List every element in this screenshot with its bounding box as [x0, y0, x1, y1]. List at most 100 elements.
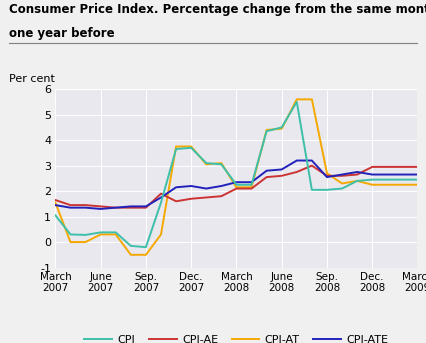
CPI [370, 178, 375, 182]
CPI [204, 161, 209, 165]
CPI-AE [264, 175, 269, 179]
CPI-ATE [415, 173, 420, 177]
CPI [219, 162, 224, 166]
CPI [294, 100, 299, 104]
CPI-AE [325, 174, 330, 178]
CPI-AE [83, 203, 88, 207]
CPI-ATE [204, 187, 209, 191]
CPI [234, 183, 239, 187]
CPI-ATE [370, 173, 375, 177]
CPI-AE [309, 164, 314, 168]
CPI-AT [143, 253, 149, 257]
CPI-ATE [98, 207, 103, 211]
CPI [249, 183, 254, 187]
CPI-ATE [173, 185, 178, 189]
CPI-ATE [189, 184, 194, 188]
CPI-AT [415, 183, 420, 187]
CPI-AE [415, 165, 420, 169]
CPI [98, 230, 103, 234]
CPI-AE [189, 197, 194, 201]
Legend: CPI, CPI-AE, CPI-AT, CPI-ATE: CPI, CPI-AE, CPI-AT, CPI-ATE [80, 330, 393, 343]
CPI-AT [219, 161, 224, 165]
CPI [385, 178, 390, 182]
CPI-AT [113, 232, 118, 236]
CPI-AT [173, 144, 178, 149]
CPI-AE [173, 199, 178, 203]
CPI [309, 188, 314, 192]
CPI-ATE [264, 169, 269, 173]
CPI-AE [340, 174, 345, 178]
CPI-AE [204, 196, 209, 200]
CPI [354, 179, 360, 183]
CPI [279, 125, 284, 129]
CPI [68, 232, 73, 236]
CPI [400, 178, 405, 182]
Line: CPI: CPI [55, 102, 417, 247]
CPI-ATE [113, 205, 118, 210]
CPI [53, 213, 58, 217]
CPI [264, 129, 269, 133]
CPI-AT [128, 253, 133, 257]
CPI-AT [325, 171, 330, 175]
CPI-AE [354, 173, 360, 177]
CPI-AE [279, 174, 284, 178]
CPI [158, 201, 164, 205]
CPI-ATE [294, 158, 299, 163]
CPI-AE [385, 165, 390, 169]
CPI-AT [370, 183, 375, 187]
Line: CPI-ATE: CPI-ATE [55, 161, 417, 209]
Text: Consumer Price Index. Percentage change from the same month: Consumer Price Index. Percentage change … [9, 3, 426, 16]
CPI-AE [234, 187, 239, 191]
CPI [143, 245, 149, 249]
CPI-AE [219, 194, 224, 198]
CPI-ATE [400, 173, 405, 177]
CPI [189, 146, 194, 150]
CPI-AT [249, 185, 254, 189]
CPI-ATE [354, 170, 360, 174]
CPI-ATE [249, 180, 254, 184]
CPI-ATE [53, 203, 58, 207]
CPI-ATE [219, 184, 224, 188]
Line: CPI-AT: CPI-AT [55, 99, 417, 255]
CPI-AT [354, 179, 360, 183]
CPI-ATE [309, 158, 314, 163]
CPI-AE [128, 205, 133, 210]
CPI-AT [309, 97, 314, 102]
CPI-AT [204, 162, 209, 166]
CPI-AT [279, 127, 284, 131]
CPI-AT [158, 232, 164, 236]
CPI-AT [264, 128, 269, 132]
CPI-ATE [385, 173, 390, 177]
CPI-AE [400, 165, 405, 169]
CPI-AT [68, 240, 73, 244]
CPI-AT [385, 183, 390, 187]
CPI-ATE [234, 180, 239, 184]
CPI [173, 147, 178, 151]
CPI-AE [370, 165, 375, 169]
CPI-ATE [83, 205, 88, 210]
CPI-ATE [325, 175, 330, 179]
CPI-AT [294, 97, 299, 102]
CPI [113, 230, 118, 234]
CPI [128, 244, 133, 248]
CPI-ATE [143, 204, 149, 209]
CPI [340, 187, 345, 191]
CPI-AE [68, 203, 73, 207]
CPI-AE [113, 205, 118, 210]
Text: Per cent: Per cent [9, 74, 55, 84]
CPI-ATE [68, 205, 73, 210]
CPI-AT [53, 201, 58, 205]
CPI-AT [98, 232, 103, 236]
CPI-AE [294, 170, 299, 174]
CPI-AE [158, 192, 164, 196]
CPI-ATE [128, 204, 133, 209]
CPI-AE [98, 204, 103, 209]
CPI-AT [234, 185, 239, 189]
CPI [83, 233, 88, 237]
CPI-AE [143, 205, 149, 210]
CPI-ATE [158, 196, 164, 200]
CPI-ATE [340, 173, 345, 177]
CPI-ATE [279, 167, 284, 172]
CPI-AT [400, 183, 405, 187]
Line: CPI-AE: CPI-AE [55, 166, 417, 208]
